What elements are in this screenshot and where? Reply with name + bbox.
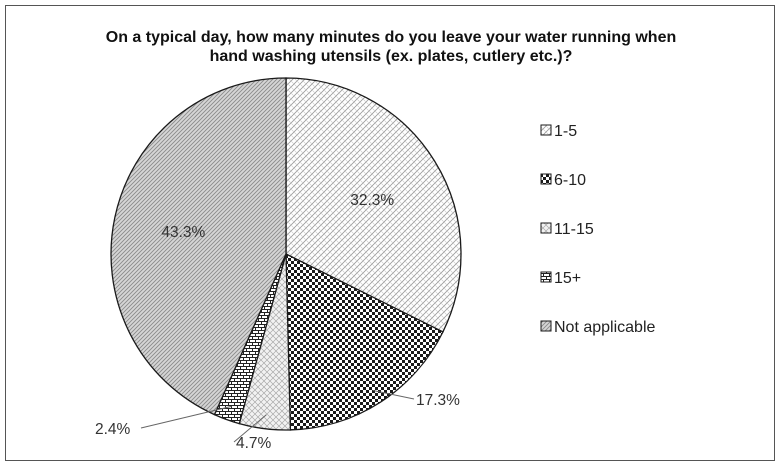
leader-line-2 [372,389,415,400]
chart-title-line-2: hand washing utensils (ex. plates, cutle… [209,48,573,65]
legend-label-3: 11-15 [554,221,594,238]
legend-swatch-1 [540,124,552,136]
pie-slice-5 [110,77,287,416]
legend-label-5: Not applicable [554,319,656,336]
legend-label-1: 1-5 [554,123,577,140]
legend-label-4: 15+ [554,270,581,287]
data-label-1: 32.3% [350,192,394,209]
legend-swatch-2 [540,173,552,185]
data-label-3: 4.7% [236,435,272,452]
chart-title-line-1: On a typical day, how many minutes do yo… [105,29,677,46]
data-label-5: 43.3% [161,224,205,241]
pie-slice-1 [285,77,462,333]
legend-swatch-4 [540,271,552,283]
legend-swatch-5 [540,320,552,332]
leader-line-3 [233,414,267,443]
pie-slice-2 [285,252,444,431]
chart-title: On a typical day, how many minutes do yo… [6,28,776,66]
legend-label-2: 6-10 [554,172,586,189]
data-label-4: 2.4% [95,421,131,438]
leader-line-4 [140,405,232,429]
legend-swatch-3 [540,222,552,234]
data-label-2: 17.3% [416,392,460,409]
